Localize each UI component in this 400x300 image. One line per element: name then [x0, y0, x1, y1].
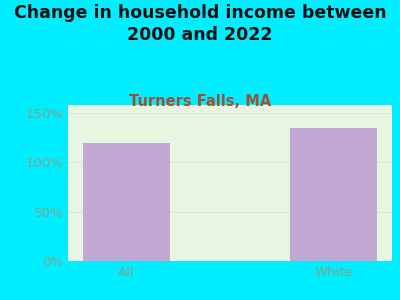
Text: Change in household income between
2000 and 2022: Change in household income between 2000 … — [14, 4, 386, 44]
Bar — [290, 128, 377, 261]
Bar — [83, 142, 170, 261]
Text: Turners Falls, MA: Turners Falls, MA — [129, 94, 271, 110]
